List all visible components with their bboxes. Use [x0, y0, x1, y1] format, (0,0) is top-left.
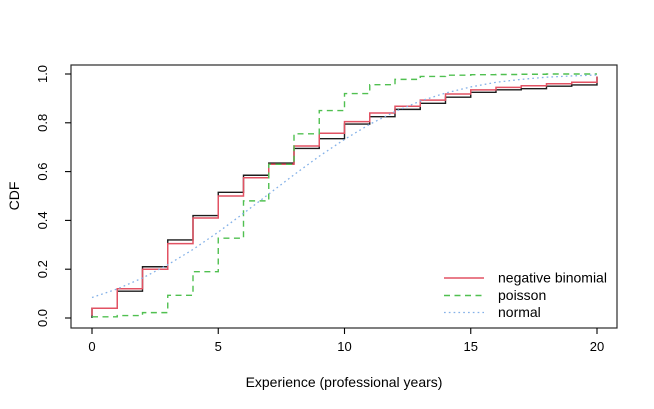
series-normal-line: [91, 74, 598, 299]
x-tick-label: 15: [464, 339, 478, 354]
series-negative-binomial-line: [91, 76, 598, 316]
x-axis-label: Experience (professional years): [246, 374, 443, 390]
x-tick-label: 5: [215, 339, 222, 354]
y-tick-label: 1.0: [35, 65, 50, 83]
y-tick-label: 0.0: [35, 309, 50, 327]
legend-label-negative-binomial: negative binomial: [498, 270, 607, 286]
legend-item-normal: normal: [444, 304, 541, 320]
y-tick-label: 0.2: [35, 260, 50, 278]
legend-label-poisson: poisson: [498, 287, 546, 303]
legend-item-negative-binomial: negative binomial: [444, 270, 607, 286]
x-tick-label: 0: [88, 339, 95, 354]
legend-label-normal: normal: [498, 304, 541, 320]
x-tick-label: 20: [590, 339, 604, 354]
x-tick-label: 10: [337, 339, 351, 354]
legend-item-poisson: poisson: [444, 287, 546, 303]
y-tick-label: 0.4: [35, 211, 50, 229]
series-poisson-line: [92, 73, 597, 318]
y-axis-label: CDF: [6, 182, 22, 211]
y-tick-label: 0.6: [35, 163, 50, 181]
y-tick-label: 0.8: [35, 114, 50, 132]
